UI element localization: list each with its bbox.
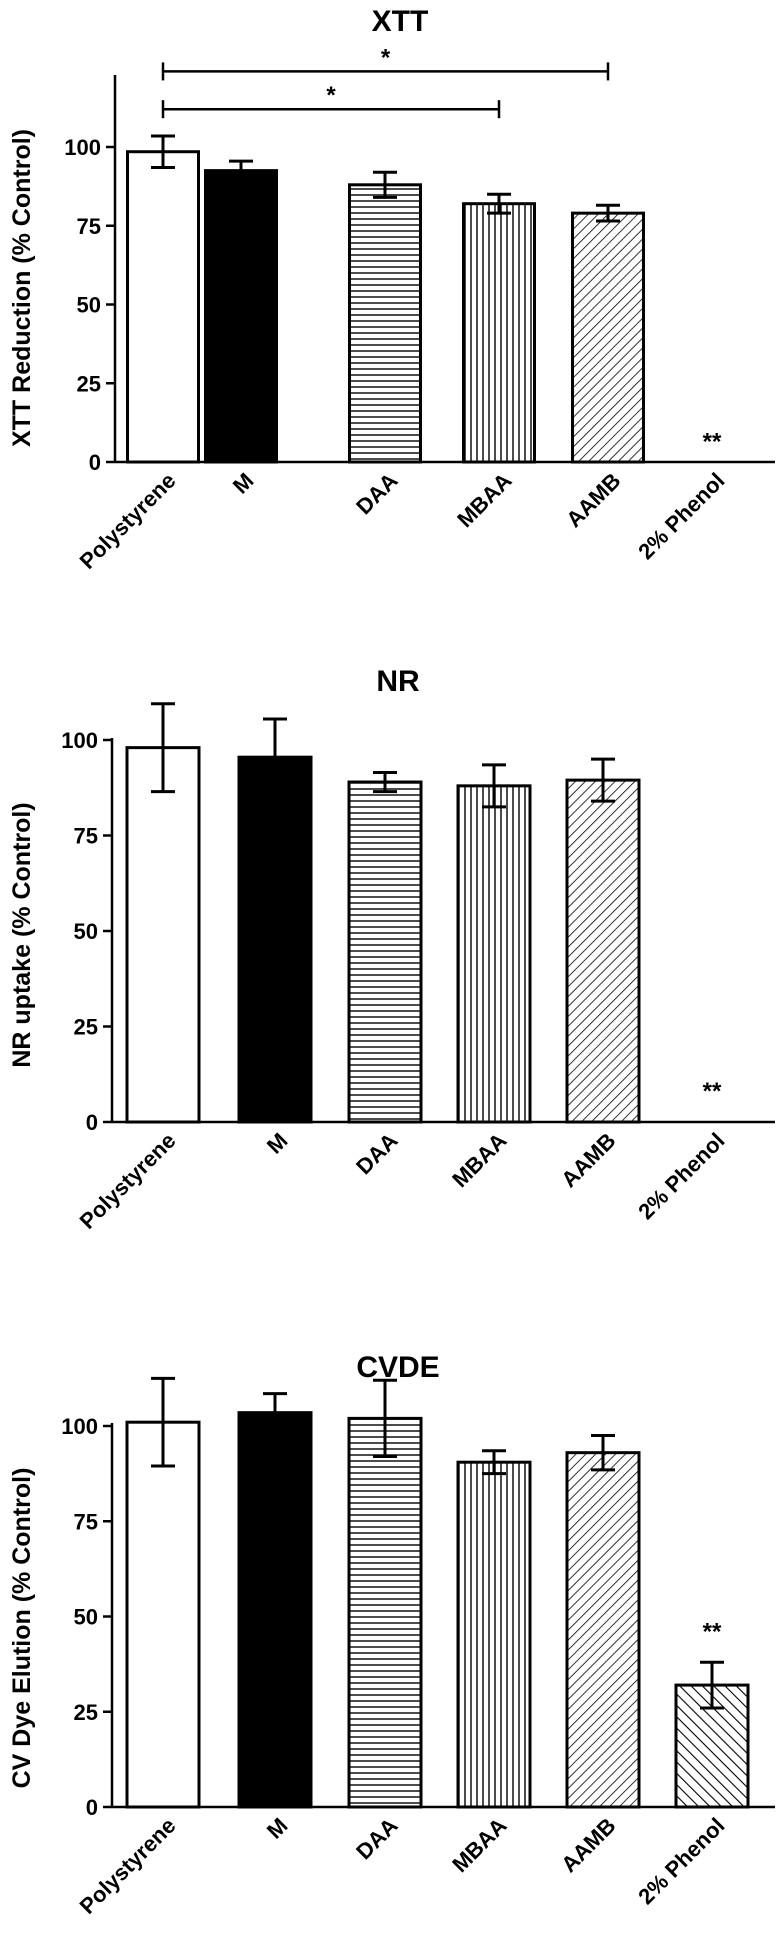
y-tick-label: 75 <box>74 1509 98 1534</box>
significance-marker: * <box>381 44 391 71</box>
significance-annotation: ** <box>703 1078 722 1105</box>
category-label: 2% Phenol <box>633 468 729 564</box>
y-tick-label: 100 <box>64 135 101 160</box>
bar <box>125 746 201 1124</box>
y-tick-label: 50 <box>77 293 101 318</box>
bar <box>347 780 423 1124</box>
chart-title: NR <box>376 665 420 698</box>
significance-annotation: ** <box>703 428 722 455</box>
y-tick-label: 25 <box>74 1015 98 1040</box>
bar <box>462 202 536 464</box>
plot-area: 0 25 50 75 100 Polystyrene M DAA MBAA AAMB 2% Phen… <box>61 1376 775 1919</box>
category-label: M <box>228 468 259 499</box>
category-label: DAA <box>351 468 402 519</box>
category-label: Polystyrene <box>75 1813 181 1919</box>
y-tick-label: 0 <box>86 1795 98 1820</box>
category-label: AAMB <box>556 1813 620 1877</box>
significance-annotation: ** <box>703 1618 722 1645</box>
bar <box>125 1420 201 1809</box>
chart-title: XTT <box>372 5 429 38</box>
y-tick-label: 75 <box>77 214 101 239</box>
significance-marker: * <box>326 82 336 109</box>
bar <box>237 1411 313 1809</box>
bar <box>571 211 645 464</box>
bar <box>565 778 641 1124</box>
category-label: M <box>262 1813 293 1844</box>
y-tick-label: 100 <box>61 1414 98 1439</box>
y-tick-label: 0 <box>86 1110 98 1135</box>
y-tick-label: 25 <box>74 1700 98 1725</box>
category-label: M <box>262 1128 293 1159</box>
category-label: AAMB <box>561 468 625 532</box>
y-tick-label: 25 <box>77 371 101 396</box>
y-tick-label: 0 <box>89 450 101 475</box>
plot-area: 0 25 50 75 100 Polystyrene M DAA MBAA AAMB 2% Phen… <box>64 44 775 574</box>
category-label: DAA <box>351 1813 402 1864</box>
bar <box>565 1451 641 1809</box>
category-label: MBAA <box>447 1813 511 1877</box>
category-label: DAA <box>351 1128 402 1179</box>
y-tick-label: 50 <box>74 919 98 944</box>
category-label: 2% Phenol <box>633 1813 729 1909</box>
y-tick-label: 50 <box>74 1605 98 1630</box>
bar <box>456 1460 532 1809</box>
panel-xtt: XTT XTT Reduction (% Control) 0 25 50 75 100… <box>8 5 775 574</box>
y-axis-label: XTT Reduction (% Control) <box>8 129 36 447</box>
plot-area: 0 25 50 75 100 Polystyrene M DAA MBAA AAMB 2% Phen… <box>61 702 775 1234</box>
bar <box>204 169 278 464</box>
bar <box>237 755 313 1124</box>
y-tick-label: 100 <box>61 728 98 753</box>
category-label: Polystyrene <box>75 1128 181 1234</box>
bar <box>456 784 532 1124</box>
y-axis-label: CV Dye Elution (% Control) <box>8 1468 36 1789</box>
bar <box>348 183 422 464</box>
category-label: 2% Phenol <box>633 1128 729 1224</box>
category-label: Polystyrene <box>75 468 181 574</box>
panel-nr: NR NR uptake (% Control) 0 25 50 75 100 Polys… <box>8 665 775 1234</box>
chart-title: CVDE <box>356 1351 439 1384</box>
bar <box>126 150 200 464</box>
panel-cvde: CVDE CV Dye Elution (% Control) 0 25 50 75 1… <box>8 1351 775 1919</box>
category-label: AAMB <box>556 1128 620 1192</box>
category-label: MBAA <box>447 1128 511 1192</box>
y-tick-label: 75 <box>74 824 98 849</box>
bar <box>347 1416 423 1809</box>
y-axis-label: NR uptake (% Control) <box>8 802 36 1067</box>
category-label: MBAA <box>452 468 516 532</box>
